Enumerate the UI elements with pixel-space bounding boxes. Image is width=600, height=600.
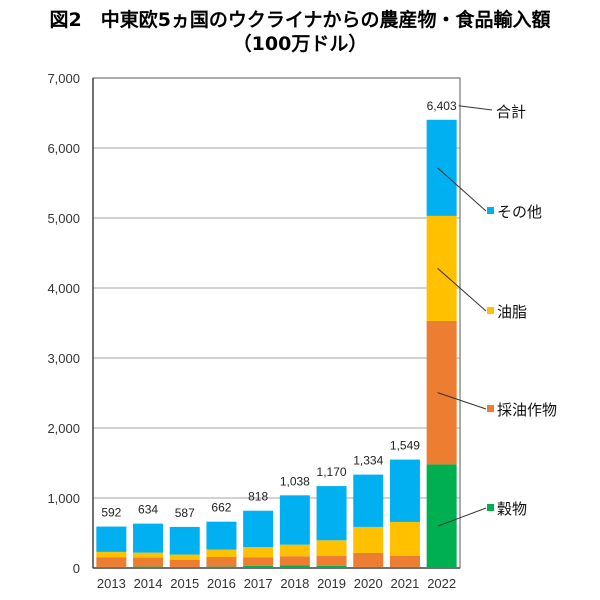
bar-segment-2022-1 xyxy=(426,320,457,465)
bar-segment-2015-2 xyxy=(169,554,200,560)
total-label: 818 xyxy=(248,490,268,504)
bar-segment-2020-3 xyxy=(353,474,384,527)
total-label: 1,549 xyxy=(390,439,420,453)
callout-line xyxy=(437,268,487,312)
callout-line xyxy=(458,105,493,111)
legend-label: 油脂 xyxy=(497,303,527,321)
bar-segment-2020-1 xyxy=(353,552,384,567)
bar-segment-2014-1 xyxy=(133,557,164,567)
total-label: 662 xyxy=(211,501,231,515)
x-tick-label: 2019 xyxy=(317,576,346,591)
y-tick-label: 2,000 xyxy=(47,421,80,436)
bar-segment-2013-2 xyxy=(96,551,127,558)
x-tick-label: 2014 xyxy=(134,576,163,591)
bar-segment-2017-2 xyxy=(243,547,274,558)
total-label: 1,334 xyxy=(353,454,383,468)
total-label: 587 xyxy=(175,506,195,520)
bar-segment-2018-0 xyxy=(279,565,310,568)
bar-segment-2013-0 xyxy=(96,566,127,568)
y-tick-label: 5,000 xyxy=(47,211,80,226)
bar-segment-2022-0 xyxy=(426,464,457,568)
total-label: 592 xyxy=(101,506,121,520)
chart-title: 図2 中東欧5ヵ国のウクライナからの農産物・食品輸入額 xyxy=(49,9,551,31)
chart-subtitle: （100万ドル） xyxy=(232,33,368,55)
callout-line xyxy=(437,167,487,212)
x-tick-label: 2020 xyxy=(354,576,383,591)
y-tick-label: 4,000 xyxy=(47,281,80,296)
bar-segment-2020-0 xyxy=(353,566,384,568)
y-tick-label: 3,000 xyxy=(47,351,80,366)
bar-segment-2014-0 xyxy=(133,566,164,568)
x-tick-label: 2017 xyxy=(244,576,273,591)
legend-label: 穀物 xyxy=(497,500,527,518)
bar-segment-2013-3 xyxy=(96,526,127,552)
bar-segment-2017-1 xyxy=(243,557,274,566)
bar-segment-2015-3 xyxy=(169,526,200,555)
bar-segment-2019-0 xyxy=(316,565,347,568)
total-label: 6,403 xyxy=(427,99,457,113)
y-tick-label: 7,000 xyxy=(47,71,80,86)
bar-segment-2018-1 xyxy=(279,556,310,566)
y-tick-label: 6,000 xyxy=(47,141,80,156)
legend-swatch-1 xyxy=(487,405,494,412)
bar-segment-2022-2 xyxy=(426,215,457,321)
bar-segment-2017-0 xyxy=(243,565,274,568)
y-tick-label: 1,000 xyxy=(47,491,80,506)
total-label: 1,038 xyxy=(280,474,310,488)
bar-segment-2019-3 xyxy=(316,486,347,541)
legend-label: その他 xyxy=(497,203,542,221)
x-tick-label: 2016 xyxy=(207,576,236,591)
bar-segment-2021-1 xyxy=(389,555,420,567)
bar-segment-2016-0 xyxy=(206,566,237,568)
legend-swatch-3 xyxy=(487,207,494,214)
x-tick-label: 2021 xyxy=(390,576,419,591)
legend-swatch-0 xyxy=(487,504,494,511)
bar-segment-2018-2 xyxy=(279,544,310,557)
bar-segment-2018-3 xyxy=(279,495,310,545)
legend-swatch-2 xyxy=(487,307,494,314)
legend-total: 合計 xyxy=(496,103,526,121)
bar-segment-2016-1 xyxy=(206,557,237,567)
total-label: 634 xyxy=(138,503,158,517)
y-tick-label: 0 xyxy=(73,561,80,576)
bar-segment-2020-2 xyxy=(353,526,384,553)
bar-segment-2021-2 xyxy=(389,521,420,556)
bar-segment-2014-3 xyxy=(133,523,164,553)
bar-segment-2013-1 xyxy=(96,557,127,567)
callout-line xyxy=(437,392,487,410)
bar-segment-2021-3 xyxy=(389,459,420,522)
bar-segment-2019-1 xyxy=(316,556,347,566)
total-label: 1,170 xyxy=(317,465,347,479)
bar-segment-2015-0 xyxy=(169,566,200,568)
bar-segment-2022-3 xyxy=(426,119,457,216)
bar-segment-2016-2 xyxy=(206,549,237,558)
x-tick-label: 2015 xyxy=(170,576,199,591)
bar-segment-2014-2 xyxy=(133,552,164,558)
x-tick-label: 2013 xyxy=(97,576,126,591)
legend-label: 採油作物 xyxy=(497,401,557,419)
bar-segment-2019-2 xyxy=(316,540,347,557)
bar-segment-2017-3 xyxy=(243,510,274,547)
x-tick-label: 2018 xyxy=(280,576,309,591)
bar-segment-2021-0 xyxy=(389,566,420,568)
callout-line xyxy=(437,507,487,527)
x-tick-label: 2022 xyxy=(427,576,456,591)
bar-segment-2015-1 xyxy=(169,559,200,567)
bar-segment-2016-3 xyxy=(206,521,237,550)
